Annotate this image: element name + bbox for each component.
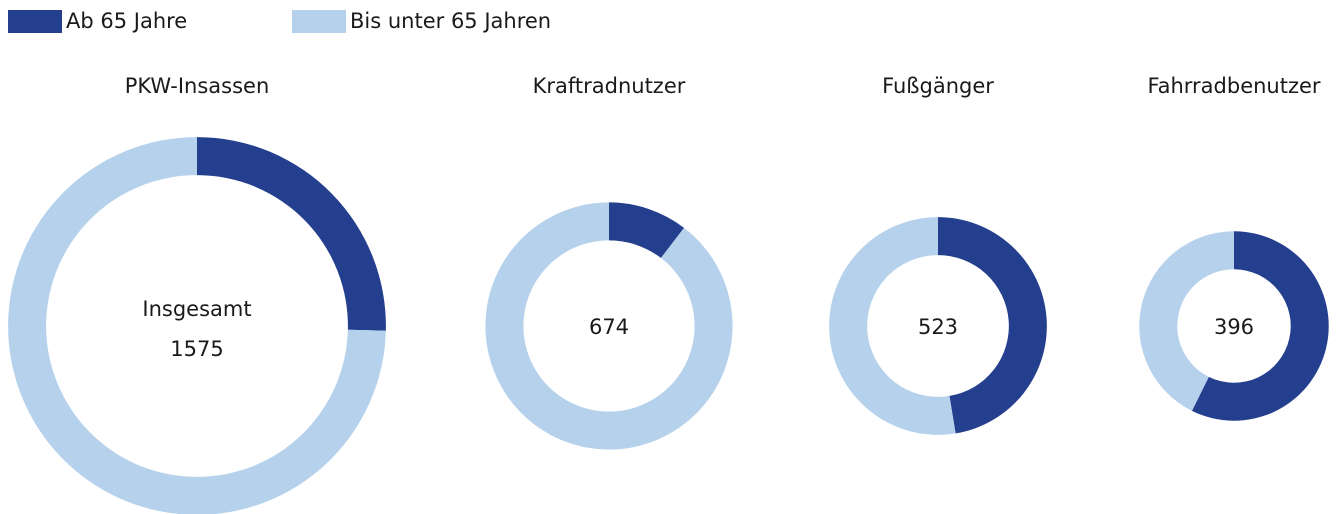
donut-slice	[938, 217, 1047, 434]
donut-slice	[1139, 231, 1234, 411]
center-label: Insgesamt	[142, 297, 251, 321]
legend-label: Ab 65 Jahre	[66, 9, 187, 33]
legend: Ab 65 Jahre Bis unter 65 Jahren	[8, 9, 551, 33]
donut-slice	[197, 137, 386, 331]
donut-slice	[1191, 231, 1329, 421]
total-label: 523	[918, 315, 958, 339]
donut-slice	[485, 202, 733, 450]
legend-swatch	[292, 10, 346, 33]
total-label: 1575	[170, 337, 223, 361]
donut-slice	[609, 202, 685, 259]
chart-title: Fußgänger	[882, 74, 994, 98]
chart-title: Fahrradbenutzer	[1147, 74, 1320, 98]
total-label: 396	[1214, 315, 1254, 339]
legend-swatch	[8, 10, 62, 33]
legend-label: Bis unter 65 Jahren	[350, 9, 551, 33]
total-label: 674	[589, 315, 629, 339]
chart-title: PKW-Insassen	[125, 74, 270, 98]
chart-title: Kraftradnutzer	[533, 74, 686, 98]
donut-slice	[829, 217, 956, 435]
